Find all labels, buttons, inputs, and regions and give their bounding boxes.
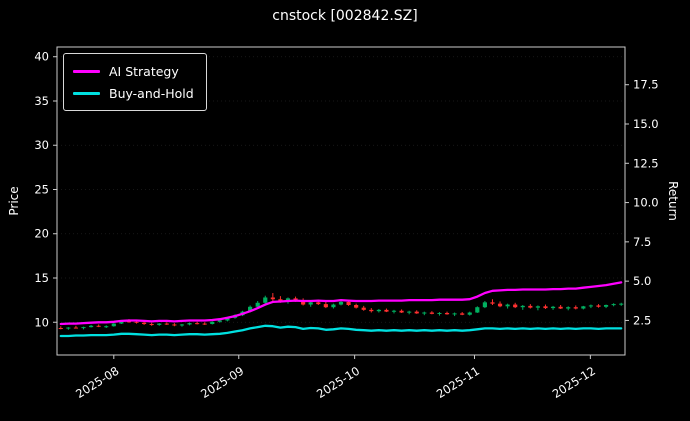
chart-title: cnstock [002842.SZ] [272, 8, 418, 24]
legend-label: Buy-and-Hold [109, 85, 194, 101]
svg-text:7.5: 7.5 [633, 235, 651, 249]
svg-text:10.0: 10.0 [633, 196, 659, 210]
svg-text:10: 10 [34, 315, 49, 329]
svg-text:2025-12: 2025-12 [550, 364, 598, 401]
svg-text:2025-09: 2025-09 [198, 364, 246, 401]
legend-swatch [73, 69, 100, 73]
svg-text:25: 25 [34, 182, 49, 196]
svg-text:2.5: 2.5 [633, 313, 651, 327]
svg-text:35: 35 [34, 94, 49, 108]
svg-text:2025-08: 2025-08 [73, 364, 121, 401]
legend-swatch [73, 91, 100, 95]
svg-text:30: 30 [34, 138, 49, 152]
svg-text:40: 40 [34, 50, 49, 64]
svg-text:12.5: 12.5 [633, 156, 659, 170]
legend: AI Strategy Buy-and-Hold [63, 53, 207, 111]
svg-text:2025-10: 2025-10 [314, 364, 362, 401]
svg-text:17.5: 17.5 [633, 78, 659, 92]
legend-item: Buy-and-Hold [73, 82, 194, 104]
svg-text:20: 20 [34, 227, 49, 241]
price-axis-label: Price [7, 186, 21, 216]
svg-text:15.0: 15.0 [633, 117, 659, 131]
svg-text:2025-11: 2025-11 [434, 364, 482, 401]
return-axis-label: Return [666, 181, 680, 221]
svg-text:5.0: 5.0 [633, 274, 651, 288]
legend-label: AI Strategy [109, 63, 179, 79]
legend-item: AI Strategy [73, 60, 194, 82]
svg-text:15: 15 [34, 271, 49, 285]
